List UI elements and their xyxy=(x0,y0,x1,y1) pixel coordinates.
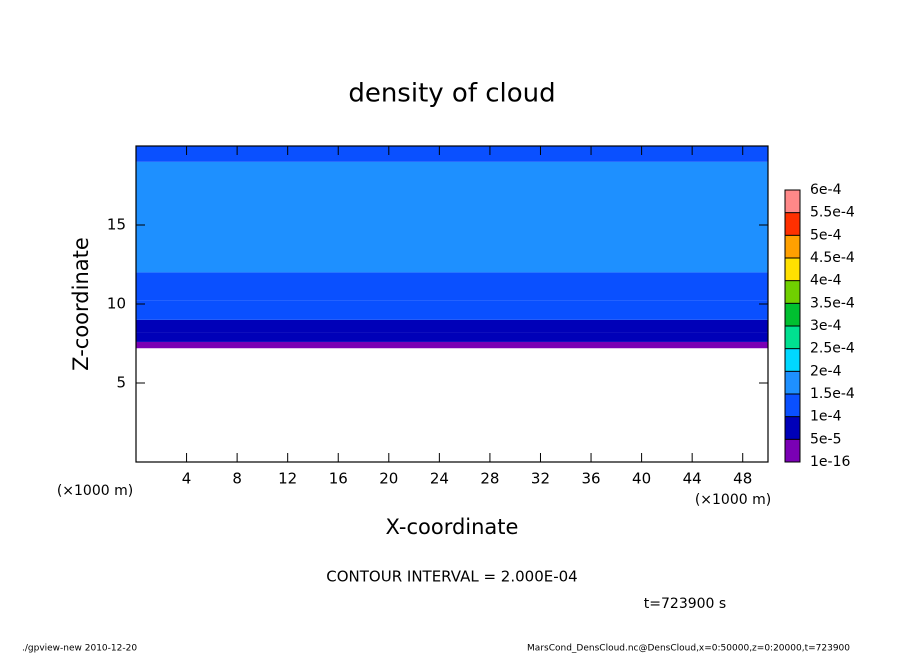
colorbar-label: 1.5e-4 xyxy=(810,386,855,402)
colorbar-swatch xyxy=(785,303,800,326)
colorbar-swatch xyxy=(785,258,800,281)
colorbar-swatch xyxy=(785,235,800,258)
x-tick-label: 24 xyxy=(430,470,449,488)
contour-band xyxy=(136,332,768,342)
contour-band xyxy=(136,272,768,301)
colorbar-swatch xyxy=(785,190,800,213)
colorbar-swatch xyxy=(785,326,800,349)
contour-band xyxy=(136,341,768,349)
contour-band xyxy=(136,300,768,320)
colorbar-label: 6e-4 xyxy=(810,182,842,198)
colorbar-swatch xyxy=(785,348,800,372)
x-tick-label: 28 xyxy=(480,470,499,488)
colorbar-swatch xyxy=(785,394,800,417)
y-unit: (×1000 m) xyxy=(57,483,133,499)
contour-band xyxy=(136,161,768,186)
footer-right: MarsCond_DensCloud.nc@DensCloud,x=0:5000… xyxy=(527,644,850,654)
x-tick-label: 4 xyxy=(182,470,192,488)
colorbar-label: 1e-4 xyxy=(810,409,842,425)
colorbar-swatch xyxy=(785,212,800,236)
x-axis-label: X-coordinate xyxy=(386,515,519,539)
colorbar-swatch xyxy=(785,439,800,462)
x-unit: (×1000 m) xyxy=(695,492,771,508)
colorbar-swatch xyxy=(785,280,800,304)
colorbar-label: 4e-4 xyxy=(810,273,842,289)
contour-band xyxy=(136,185,768,273)
y-tick-label: 5 xyxy=(116,374,126,392)
colorbar-swatch xyxy=(785,371,800,394)
colorbar-label: 2e-4 xyxy=(810,363,842,379)
x-tick-label: 48 xyxy=(733,470,752,488)
colorbar-label: 3e-4 xyxy=(810,318,842,334)
x-tick-label: 44 xyxy=(683,470,702,488)
x-tick-label: 20 xyxy=(379,470,398,488)
colorbar-label: 5e-4 xyxy=(810,227,842,243)
x-tick-label: 12 xyxy=(278,470,297,488)
colorbar-label: 1e-16 xyxy=(810,454,850,470)
colorbar-label: 2.5e-4 xyxy=(810,341,855,357)
contour-band xyxy=(136,319,768,333)
contour-interval: CONTOUR INTERVAL = 2.000E-04 xyxy=(326,568,577,586)
time-label: t=723900 s xyxy=(644,596,726,612)
footer-left: ./gpview-new 2010-12-20 xyxy=(22,644,137,654)
x-tick-label: 8 xyxy=(232,470,242,488)
chart-title: density of cloud xyxy=(348,79,555,109)
x-tick-label: 40 xyxy=(632,470,651,488)
colorbar-swatch xyxy=(785,416,800,440)
colorbar-label: 5.5e-4 xyxy=(810,205,855,221)
x-tick-label: 16 xyxy=(329,470,348,488)
y-tick-label: 15 xyxy=(107,216,126,234)
y-tick-label: 10 xyxy=(107,295,126,313)
x-tick-label: 36 xyxy=(581,470,600,488)
colorbar-label: 3.5e-4 xyxy=(810,295,855,311)
colorbar-label: 4.5e-4 xyxy=(810,250,855,266)
x-tick-label: 32 xyxy=(531,470,550,488)
y-axis-label: Z-coordinate xyxy=(69,237,93,371)
contour-band xyxy=(136,146,768,162)
colorbar-label: 5e-5 xyxy=(810,431,841,447)
